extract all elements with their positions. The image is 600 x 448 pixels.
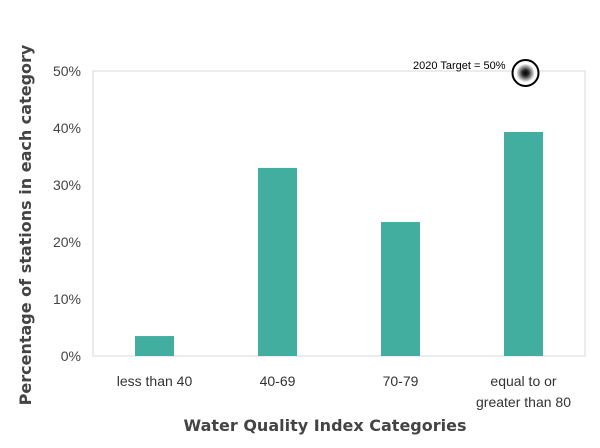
y-tick-label: 10% (53, 291, 81, 307)
target-annotation: 2020 Target = 50% (413, 60, 506, 72)
x-axis-title: Water Quality Index Categories (183, 416, 466, 435)
y-tick-label: 30% (53, 177, 81, 193)
x-tick-label: 40-69 (260, 373, 296, 389)
x-tick-label: 70-79 (383, 373, 419, 389)
target-marker-fill (516, 64, 535, 82)
y-tick-label: 50% (53, 63, 81, 79)
bar (135, 336, 174, 356)
x-tick-label: equal to or greater than 80 (476, 373, 571, 410)
y-tick-label: 0% (61, 348, 81, 364)
bar (381, 222, 420, 356)
x-tick-label: less than 40 (117, 373, 193, 389)
bar (258, 167, 297, 356)
bar (504, 131, 543, 356)
plot-area (92, 70, 586, 357)
y-tick-label: 20% (53, 234, 81, 250)
y-tick-label: 40% (53, 120, 81, 136)
y-axis-title: Percentage of stations in each category (16, 44, 35, 405)
